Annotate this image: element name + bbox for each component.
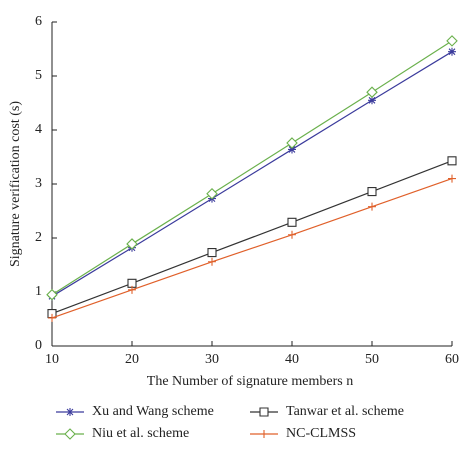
legend-label: Niu et al. scheme [92,426,189,441]
x-tick-label: 30 [205,352,219,367]
series-line [51,40,453,296]
marker [206,187,218,200]
y-tick-label: 3 [35,176,42,191]
marker [64,428,76,440]
marker [260,430,268,438]
x-tick-label: 40 [285,352,299,367]
y-tick-label: 6 [35,14,42,29]
y-tick-label: 2 [35,230,42,245]
y-tick-label: 4 [35,122,42,137]
y-tick-label: 5 [35,68,42,83]
series-line [51,51,453,297]
legend-label: Tanwar et al. scheme [286,404,404,419]
marker [287,217,297,227]
x-axis-label: The Number of signature members n [147,374,353,389]
marker [128,285,136,294]
marker [367,187,377,197]
x-tick-label: 60 [445,352,459,367]
marker [446,35,458,47]
marker [127,278,137,288]
marker [288,230,296,239]
marker [66,408,74,416]
series-line [51,160,453,315]
marker [447,156,457,166]
marker [368,96,376,105]
marker [126,238,138,250]
marker [288,145,296,154]
legend-label: Xu and Wang scheme [92,404,214,419]
y-axis-label: Signature verification cost (s) [8,101,23,267]
y-tick-label: 0 [35,338,42,353]
marker [48,313,56,322]
marker [286,137,298,149]
marker [208,257,216,266]
marker [448,174,456,183]
x-tick-label: 10 [45,352,59,367]
x-tick-label: 50 [365,352,379,367]
x-tick-label: 20 [125,352,139,367]
series-line [51,178,453,319]
legend-label: NC-CLMSS [286,426,356,441]
marker [46,288,58,301]
marker [366,86,378,98]
marker [448,47,456,56]
marker [259,407,269,417]
marker [207,248,217,258]
marker [368,202,376,211]
y-tick-label: 1 [35,284,42,299]
